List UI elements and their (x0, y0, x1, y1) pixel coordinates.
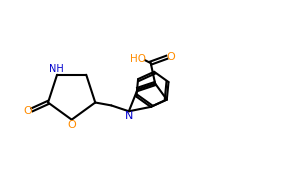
Text: O: O (67, 120, 76, 130)
Text: O: O (24, 106, 33, 116)
Text: O: O (166, 52, 175, 62)
Text: HO: HO (130, 54, 147, 64)
Text: N: N (125, 111, 133, 121)
Text: NH: NH (49, 64, 64, 74)
